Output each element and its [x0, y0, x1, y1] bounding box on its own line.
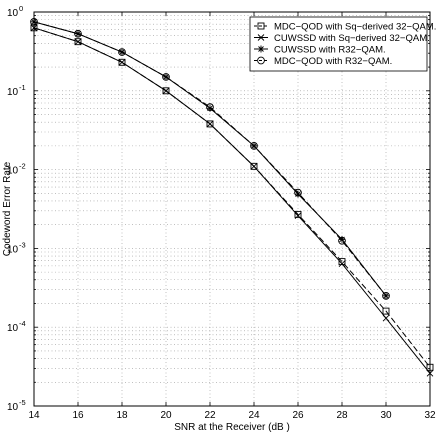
y-tick-label: 10 -4 — [7, 319, 26, 334]
data-point-x — [30, 24, 38, 32]
data-point-circle — [118, 48, 126, 56]
data-point-star — [118, 48, 126, 56]
data-point-star — [294, 190, 302, 198]
series-line-4 — [33, 21, 387, 297]
y-tick-base: 10 — [7, 166, 19, 177]
y-tick-exponent: -3 — [19, 240, 26, 249]
y-tick-base: 10 — [7, 323, 19, 334]
legend-label: MDC−QOD with Sq−derived 32−QAM. — [274, 22, 436, 33]
plot-frame — [33, 11, 431, 407]
data-point-x — [294, 212, 302, 220]
data-point-square — [74, 38, 82, 46]
data-point-star — [250, 142, 258, 150]
data-point-square — [118, 58, 126, 66]
data-point-square — [382, 307, 390, 315]
x-tick-label: 24 — [248, 410, 260, 421]
legend-entry: CUWSSD with R32−QAM. — [254, 45, 386, 56]
data-point-square — [250, 162, 258, 170]
y-tick-exponent: 0 — [19, 4, 23, 13]
data-point-circle — [206, 103, 214, 112]
x-tick-label: 30 — [380, 410, 392, 421]
data-point-x — [206, 120, 214, 128]
y-tick-base: 10 — [7, 87, 19, 98]
data-point-x — [162, 87, 170, 95]
data-point-star — [162, 73, 170, 81]
data-point-circle — [338, 236, 346, 245]
legend-entry: CUWSSD with Sq−derived 32−QAM. — [254, 33, 430, 44]
data-point-square — [338, 258, 346, 266]
y-tick-label: 10 -5 — [7, 398, 26, 413]
x-tick-label: 20 — [160, 410, 172, 421]
legend-marker-star — [257, 45, 265, 53]
x-tick-label: 22 — [204, 410, 216, 421]
y-tick-exponent: -1 — [19, 83, 26, 92]
data-point-star — [206, 104, 214, 112]
legend: MDC−QOD with Sq−derived 32−QAM.CUWSSD wi… — [249, 16, 436, 72]
data-point-star — [74, 30, 82, 38]
data-point-circle — [30, 17, 38, 26]
legend-entry: MDC−QOD with Sq−derived 32−QAM. — [254, 22, 436, 33]
data-point-x — [382, 314, 390, 322]
y-tick-label: 10 -3 — [7, 240, 26, 255]
data-point-x — [74, 38, 82, 46]
legend-marker-circle — [257, 56, 265, 65]
legend-label: CUWSSD with Sq−derived 32−QAM. — [274, 33, 430, 44]
data-point-circle — [250, 142, 258, 150]
x-tick-label: 28 — [336, 410, 348, 421]
legend-box — [249, 16, 428, 72]
series-line-2 — [33, 27, 431, 374]
legend-label: MDC−QOD with R32−QAM. — [274, 56, 392, 67]
legend-entry: MDC−QOD with R32−QAM. — [254, 56, 392, 67]
data-point-circle — [162, 73, 170, 81]
x-tick-label: 32 — [424, 410, 436, 421]
y-tick-label: 10 -1 — [7, 83, 26, 98]
data-point-x — [426, 369, 434, 377]
data-point-square — [162, 87, 170, 95]
series-markers — [30, 17, 434, 377]
series-line-1 — [33, 27, 431, 368]
data-point-square — [206, 120, 214, 128]
data-point-square — [294, 210, 302, 218]
legend-label: CUWSSD with R32−QAM. — [274, 45, 386, 56]
y-tick-base: 10 — [7, 8, 19, 19]
data-point-circle — [382, 291, 390, 300]
y-tick-exponent: -2 — [19, 162, 26, 171]
y-tick-exponent: -4 — [19, 319, 26, 328]
x-tick-label: 18 — [116, 410, 128, 421]
data-point-circle — [74, 29, 82, 38]
y-tick-base: 10 — [7, 244, 19, 255]
data-point-x — [118, 58, 126, 66]
y-tick-base: 10 — [7, 402, 19, 413]
x-axis-label: SNR at the Receiver (dB ) — [174, 422, 290, 433]
y-tick-exponent: -5 — [19, 398, 26, 407]
series-lines — [33, 21, 431, 374]
data-point-circle — [294, 188, 302, 197]
legend-marker-x — [257, 34, 265, 41]
y-tick-label: 10 0 — [7, 4, 23, 19]
data-point-star — [338, 235, 346, 243]
data-point-square — [426, 363, 434, 371]
legend-marker-square — [257, 22, 265, 30]
data-point-x — [250, 163, 258, 170]
x-tick-label: 14 — [28, 410, 40, 421]
data-point-star — [30, 18, 38, 26]
data-point-x — [338, 260, 346, 267]
data-point-star — [382, 292, 390, 300]
x-tick-label: 16 — [72, 410, 84, 421]
y-axis-label: Codeword Error Rate — [2, 161, 13, 256]
y-tick-label: 10 -2 — [7, 162, 26, 177]
x-tick-label: 26 — [292, 410, 304, 421]
